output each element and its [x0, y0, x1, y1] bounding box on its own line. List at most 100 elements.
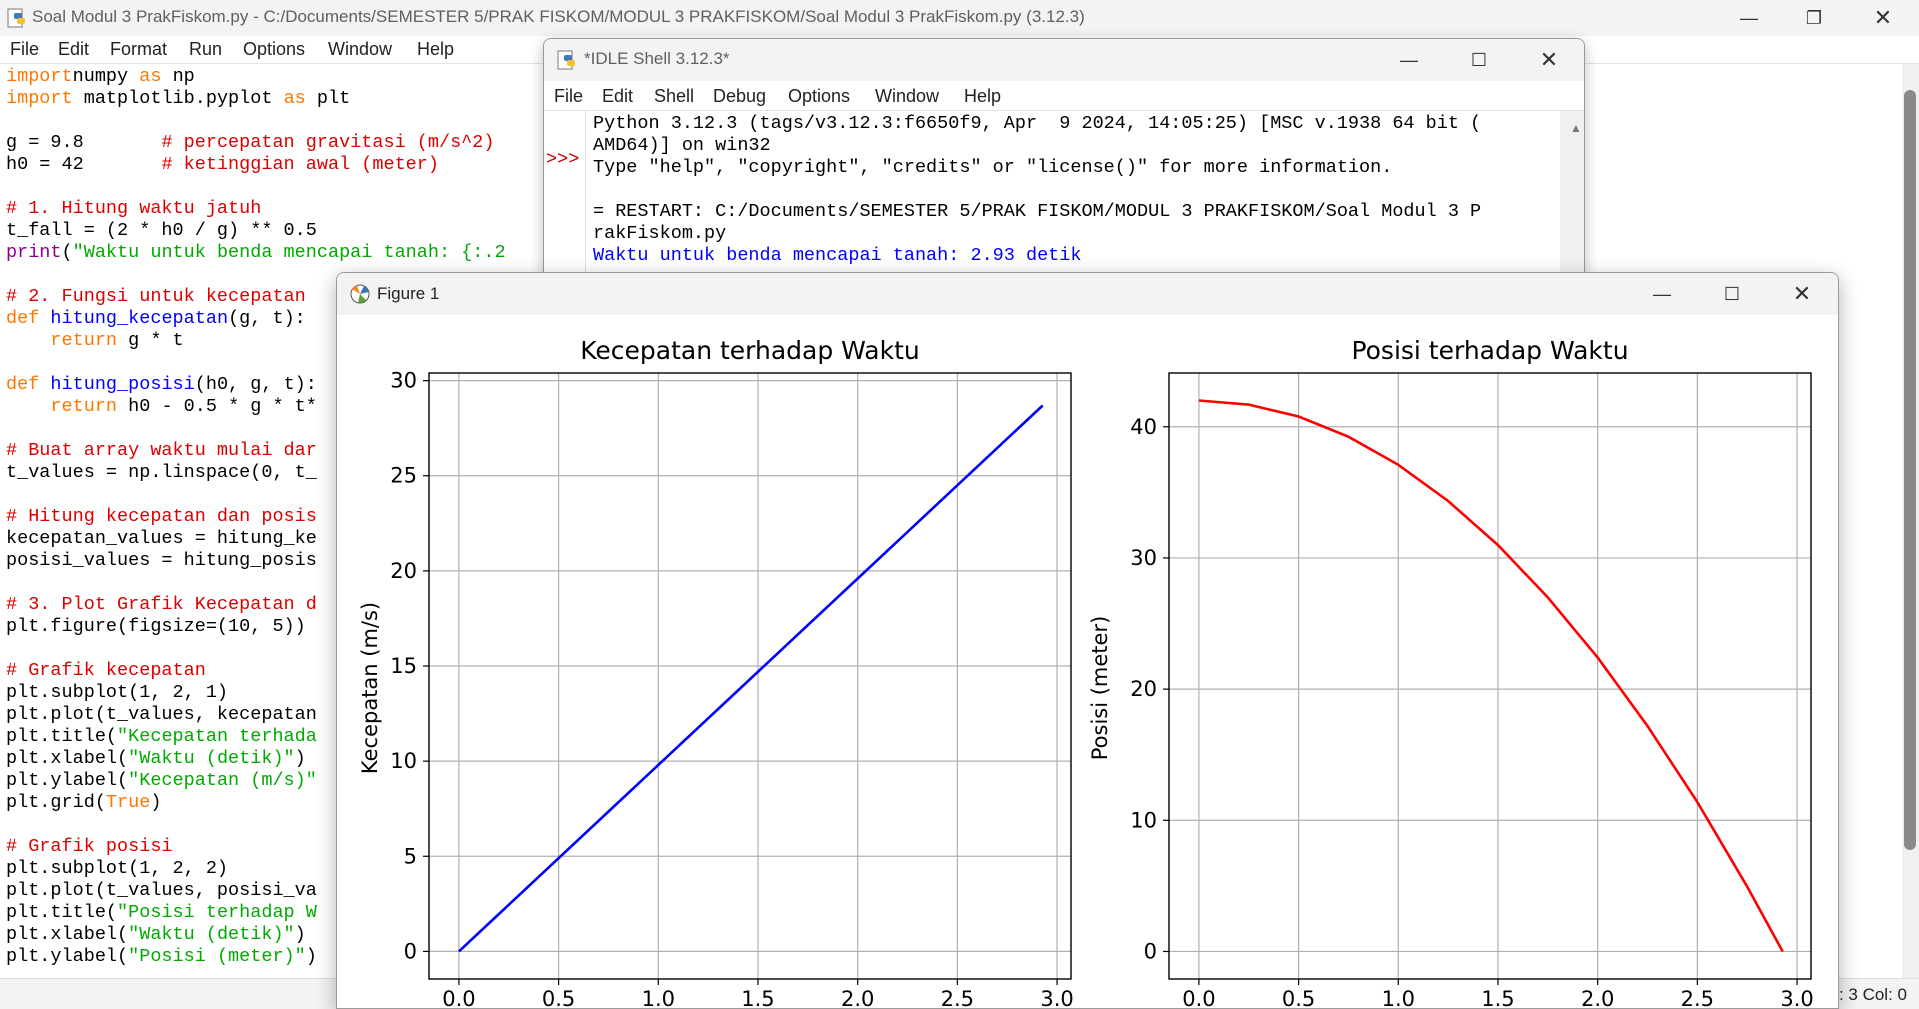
code-token: return: [50, 330, 118, 351]
x-tick-label: 0.5: [542, 987, 575, 1009]
code-token: as: [139, 66, 162, 87]
minimize-icon[interactable]: —: [1653, 283, 1671, 304]
code-token: (h0, g, t):: [194, 374, 317, 395]
code-line: [6, 110, 506, 132]
code-line: plt.title("Posisi terhadap W: [6, 902, 506, 924]
close-icon[interactable]: ✕: [1873, 5, 1893, 30]
x-tick-label: 0.0: [1182, 987, 1215, 1009]
code-token: plt.title(: [6, 902, 118, 923]
minimize-icon[interactable]: —: [1400, 49, 1418, 70]
shell-output-line: [593, 179, 1481, 201]
code-token: def: [6, 374, 40, 395]
code-token: as: [283, 88, 306, 109]
code-token: # percepatan gravitasi (m/s^2): [161, 132, 495, 153]
close-icon[interactable]: ✕: [1539, 47, 1559, 72]
menu-edit[interactable]: Edit: [602, 86, 634, 106]
code-line: # Buat array waktu mulai dar: [6, 440, 506, 462]
close-icon[interactable]: ✕: [1792, 281, 1812, 306]
code-line: plt.plot(t_values, posisi_va: [6, 880, 506, 902]
menu-options[interactable]: Options: [243, 39, 306, 59]
code-line: plt.subplot(1, 2, 1): [6, 682, 506, 704]
maximize-icon[interactable]: ☐: [1470, 49, 1488, 70]
y-tick-label: 25: [390, 464, 417, 488]
editor-scrollbar-thumb[interactable]: [1904, 90, 1916, 850]
code-token: "Waktu (detik)": [128, 748, 295, 769]
code-token: [6, 330, 50, 351]
code-token: g * t: [117, 330, 184, 351]
code-line: plt.plot(t_values, kecepatan: [6, 704, 506, 726]
code-token: ): [150, 792, 162, 813]
x-tick-label: 0.5: [1282, 987, 1315, 1009]
code-token: # Grafik kecepatan: [6, 660, 206, 681]
code-token: "Posisi (meter)": [128, 946, 306, 967]
restore-icon[interactable]: ❐: [1805, 7, 1823, 28]
code-token: posisi_values = hitung_posis: [6, 550, 317, 571]
shell-output-line: = RESTART: C:/Documents/SEMESTER 5/PRAK …: [593, 201, 1482, 222]
shell-window-title: *IDLE Shell 3.12.3*: [584, 49, 730, 68]
menu-shell[interactable]: Shell: [654, 86, 695, 106]
shell-titlebar[interactable]: *IDLE Shell 3.12.3* — ☐ ✕: [544, 39, 1584, 81]
menu-file[interactable]: File: [554, 86, 584, 106]
code-line: plt.grid(True): [6, 792, 506, 814]
code-token: hitung_kecepatan: [50, 308, 229, 329]
x-tick-label: 0.0: [442, 987, 475, 1009]
menu-window[interactable]: Window: [875, 86, 940, 106]
code-line: plt.xlabel("Waktu (detik)"): [6, 748, 506, 770]
code-line: return g * t: [6, 330, 506, 352]
shell-output-text[interactable]: Python 3.12.3 (tags/v3.12.3:f6650f9, Apr…: [593, 113, 1481, 267]
code-line: plt.ylabel("Posisi (meter)"): [6, 946, 506, 968]
code-line: h0 = 42 # ketinggian awal (meter): [6, 154, 506, 176]
x-tick-label: 1.0: [642, 987, 675, 1009]
menu-debug[interactable]: Debug: [713, 86, 767, 106]
python-file-icon: [7, 8, 25, 28]
menu-help[interactable]: Help: [964, 86, 1002, 106]
menu-run[interactable]: Run: [189, 39, 223, 59]
y-axis-label: Kecepatan (m/s): [358, 602, 382, 774]
y-tick-label: 0: [1144, 939, 1157, 963]
code-token: np: [161, 66, 195, 87]
code-token: plt.subplot(1, 2, 2): [6, 858, 229, 879]
code-token: ): [305, 946, 317, 967]
figure-titlebar[interactable]: Figure 1 — ☐ ✕: [337, 273, 1838, 315]
menu-help[interactable]: Help: [417, 39, 455, 59]
minimize-icon[interactable]: —: [1740, 7, 1758, 28]
code-line: # Grafik kecepatan: [6, 660, 506, 682]
code-editor-text[interactable]: importnumpy as np import matplotlib.pyplo…: [6, 66, 506, 968]
menu-edit[interactable]: Edit: [58, 39, 90, 59]
matplotlib-icon: [350, 284, 370, 304]
code-token: print: [6, 242, 62, 263]
shell-output-line: rakFiskom.py: [593, 223, 727, 244]
code-token: plt.xlabel(: [6, 924, 129, 945]
y-axis-label: Posisi (meter): [1088, 616, 1112, 761]
code-line: importnumpy as np: [6, 66, 506, 88]
code-token: "Kecepatan terhada: [117, 726, 317, 747]
editor-titlebar[interactable]: Soal Modul 3 PrakFiskom.py - C:/Document…: [0, 0, 1919, 36]
shell-output-line: Python 3.12.3 (tags/v3.12.3:f6650f9, Apr…: [593, 113, 1482, 134]
code-line: t_fall = (2 * h0 / g) ** 0.5: [6, 220, 506, 242]
matplotlib-figure-window: Figure 1 — ☐ ✕ 0.0 0.5 1.0 1.5 2.0 2.5 3.0 0 5 10…: [336, 272, 1839, 1009]
code-token: # Grafik posisi: [6, 836, 173, 857]
axes-frame: [1168, 372, 1812, 980]
code-token: kecepatan_values = hitung_ke: [6, 528, 317, 549]
menu-file[interactable]: File: [10, 39, 40, 59]
code-token: "Waktu untuk benda mencapai tanah: {:.2: [72, 242, 506, 263]
code-token: [39, 308, 50, 329]
menu-options[interactable]: Options: [788, 86, 851, 106]
scroll-up-icon[interactable]: ▲: [1570, 121, 1582, 135]
code-token: plt.subplot(1, 2, 1): [6, 682, 229, 703]
code-token: (g, t):: [228, 308, 306, 329]
shell-menubar: File Edit Shell Debug Options Window Hel…: [544, 81, 1584, 111]
menu-window[interactable]: Window: [328, 39, 393, 59]
y-tick-label: 40: [1130, 415, 1157, 439]
code-line: plt.title("Kecepatan terhada: [6, 726, 506, 748]
menu-format[interactable]: Format: [110, 39, 168, 59]
code-token: "Waktu (detik)": [128, 924, 295, 945]
code-line: plt.xlabel("Waktu (detik)"): [6, 924, 506, 946]
code-line: def hitung_kecepatan(g, t):: [6, 308, 506, 330]
x-tick-label: 1.0: [1382, 987, 1415, 1009]
code-token: # 3. Plot Grafik Kecepatan d: [6, 594, 317, 615]
code-token: h0 = 42: [6, 154, 162, 175]
code-line: def hitung_posisi(h0, g, t):: [6, 374, 506, 396]
maximize-icon[interactable]: ☐: [1723, 283, 1741, 304]
code-token: # Hitung kecepatan dan posis: [6, 506, 317, 527]
